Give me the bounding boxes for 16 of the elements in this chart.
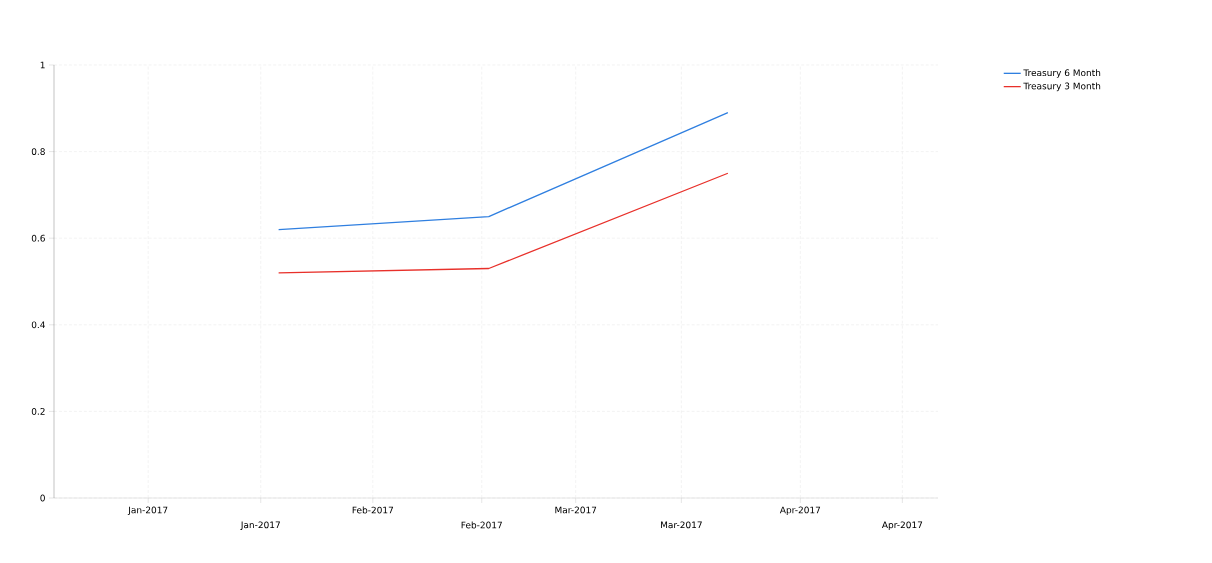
x-tick-label: Feb-2017 bbox=[352, 506, 394, 514]
y-tick-label: 0.8 bbox=[31, 148, 45, 155]
y-tick-label: 0.4 bbox=[31, 321, 45, 329]
x-tick-label: Mar-2017 bbox=[555, 506, 597, 514]
x2-tick-label: Feb-2017 bbox=[461, 521, 502, 529]
y-tick-label: 0 bbox=[40, 494, 45, 502]
x2-tick-label: Jan-2017 bbox=[240, 521, 280, 530]
x2-tick-label: Mar-2017 bbox=[661, 521, 702, 529]
y-tick-label: 1 bbox=[40, 61, 45, 69]
x-tick-label: Apr-2017 bbox=[779, 506, 821, 516]
x2-tick-label: Apr-2017 bbox=[881, 521, 923, 530]
y-tick-label: 0.6 bbox=[31, 234, 45, 242]
legend-label: Treasury 6 Month bbox=[1023, 69, 1101, 78]
x-tick-label: Jan-2017 bbox=[127, 506, 168, 515]
y-tick-label: 0.2 bbox=[31, 408, 45, 415]
legend-label: Treasury 3 Month bbox=[1023, 82, 1101, 92]
